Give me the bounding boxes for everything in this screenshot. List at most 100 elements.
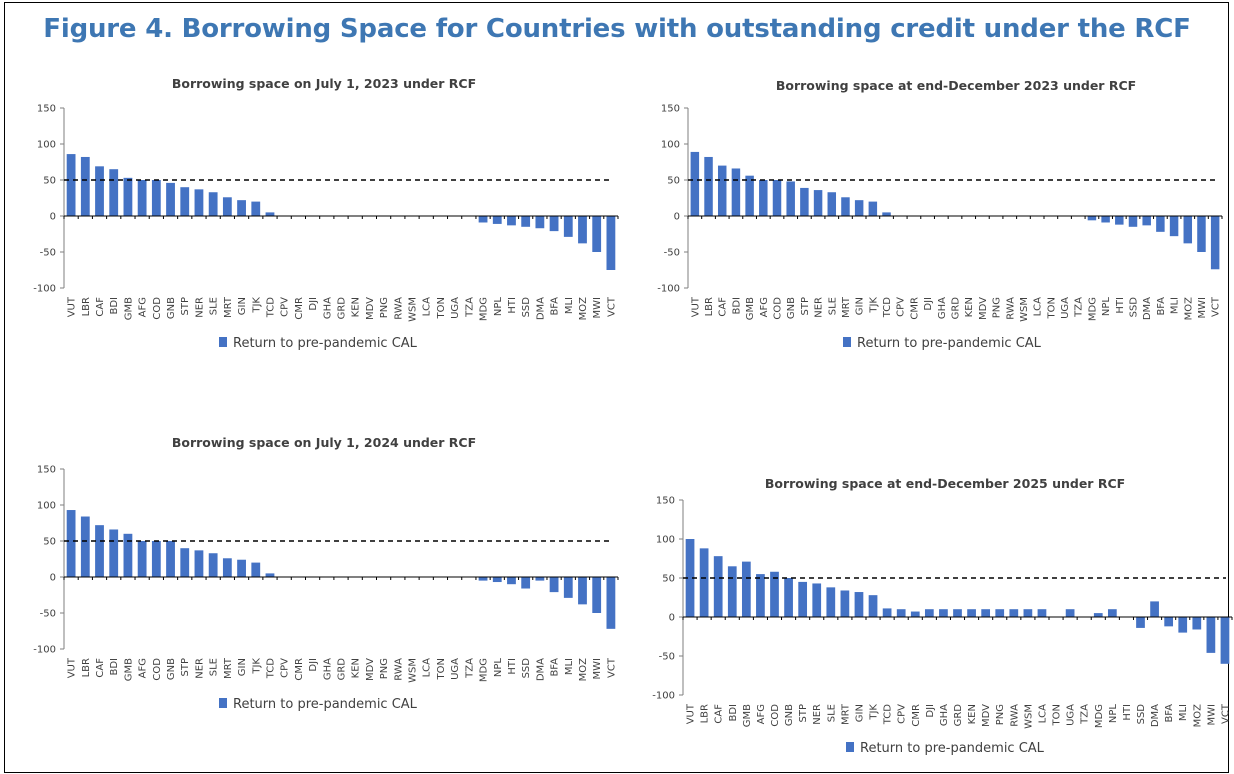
bar-gin (854, 200, 864, 216)
x-tick-label: NPL (493, 658, 504, 678)
x-tick-label: CPV (280, 297, 291, 317)
x-tick-label: HTI (507, 297, 518, 314)
x-tick-label: BFA (1156, 297, 1167, 316)
bar-lca (1037, 609, 1047, 617)
x-tick-label: KEN (351, 297, 362, 317)
y-tick-label: -50 (659, 652, 675, 663)
x-tick-label: BDI (731, 297, 742, 315)
x-tick-label: LBR (81, 658, 92, 677)
x-tick-label: DMA (1142, 297, 1153, 320)
x-tick-label: SLE (826, 704, 837, 722)
legend-label: Return to pre-pandemic CAL (860, 741, 1045, 756)
bar-mdg (478, 216, 488, 223)
x-tick-label: BFA (550, 658, 561, 677)
y-tick-label: 0 (674, 212, 680, 223)
x-tick-label: GHA (322, 297, 333, 319)
x-tick-label: DJI (308, 658, 319, 672)
x-tick-label: VCT (1220, 703, 1231, 724)
figure-frame (4, 2, 1229, 773)
x-tick-label: MDG (479, 658, 490, 682)
x-tick-label: GIN (237, 658, 248, 676)
bar-afg (137, 541, 147, 577)
x-tick-label: KEN (964, 297, 975, 317)
x-tick-label: MLI (1178, 704, 1189, 721)
chart-title: Borrowing space on July 1, 2023 under RC… (172, 76, 476, 91)
bar-ssd (521, 577, 531, 589)
bar-hti (1115, 216, 1124, 225)
x-tick-label: TJK (869, 704, 880, 721)
x-tick-label: CMR (909, 297, 920, 320)
x-tick-label: MDG (1094, 704, 1105, 728)
x-tick-label: MDV (981, 704, 992, 727)
x-tick-label: HTI (1122, 704, 1133, 721)
x-tick-label: NER (814, 297, 825, 318)
legend-swatch (219, 698, 227, 708)
bar-tcd (882, 212, 891, 216)
y-tick-label: 150 (656, 496, 675, 507)
bar-sle (208, 553, 218, 577)
y-tick-label: 50 (667, 176, 680, 187)
bar-lbr (699, 548, 709, 617)
bar-moz (578, 577, 587, 605)
bar-mwi (1197, 216, 1206, 252)
y-tick-label: 50 (43, 537, 56, 548)
x-tick-label: VUT (690, 296, 701, 317)
y-tick-label: 150 (37, 465, 56, 476)
bar-gmb (123, 177, 133, 216)
x-tick-label: VUT (67, 657, 78, 678)
bar-cod (770, 571, 779, 617)
bar-tjk (868, 201, 878, 216)
x-tick-label: LBR (81, 297, 92, 316)
bar-gnb (166, 541, 175, 577)
x-tick-label: AFG (138, 658, 149, 678)
x-tick-label: COD (152, 658, 163, 681)
bar-ssd (1128, 216, 1138, 227)
x-tick-label: UGA (450, 658, 461, 680)
bar-cmr (910, 611, 920, 617)
x-tick-label: UGA (1066, 704, 1077, 726)
bar-moz (1192, 617, 1202, 630)
x-tick-label: CPV (896, 297, 907, 317)
x-tick-label: GRD (337, 658, 348, 681)
x-tick-label: LBR (704, 297, 715, 316)
bar-ssd (521, 216, 531, 227)
bar-mwi (592, 216, 602, 252)
x-tick-label: GNB (166, 658, 177, 680)
bar-ssd (1136, 617, 1145, 628)
x-tick-label: TZA (464, 297, 475, 318)
bar-cod (151, 180, 161, 216)
x-tick-label: GIN (854, 704, 865, 722)
y-tick-label: -50 (40, 248, 56, 259)
x-tick-label: MDG (1087, 297, 1098, 321)
x-tick-label: TZA (464, 658, 475, 679)
bar-mdv (981, 609, 991, 617)
x-tick-label: VCT (606, 296, 617, 317)
x-tick-label: TON (436, 658, 447, 680)
x-tick-label: MLI (564, 658, 575, 675)
y-tick-label: 150 (661, 104, 680, 115)
bar-stp (800, 187, 809, 216)
x-tick-label: CAF (95, 297, 106, 317)
x-tick-label: TON (436, 297, 447, 319)
bar-dma (1150, 601, 1159, 617)
bar-mli (1169, 216, 1179, 237)
bar-gnb (784, 578, 793, 617)
legend-label: Return to pre-pandemic CAL (233, 336, 418, 351)
x-tick-label: NPL (493, 297, 504, 317)
bar-gin (854, 592, 864, 617)
x-tick-label: RWA (1009, 704, 1020, 727)
bar-mli (1178, 617, 1188, 633)
x-tick-label: GHA (939, 704, 950, 726)
bar-npl (1107, 609, 1117, 617)
bar-bfa (549, 216, 559, 232)
legend-swatch (846, 742, 854, 752)
x-tick-label: DMA (535, 658, 546, 681)
x-tick-label: MRT (223, 657, 234, 679)
bar-lbr (704, 156, 713, 216)
x-tick-label: MOZ (1183, 297, 1194, 320)
bar-caf (713, 556, 723, 617)
x-tick-label: DMA (535, 297, 546, 320)
x-tick-label: CPV (897, 704, 908, 724)
x-tick-label: GHA (937, 297, 948, 319)
